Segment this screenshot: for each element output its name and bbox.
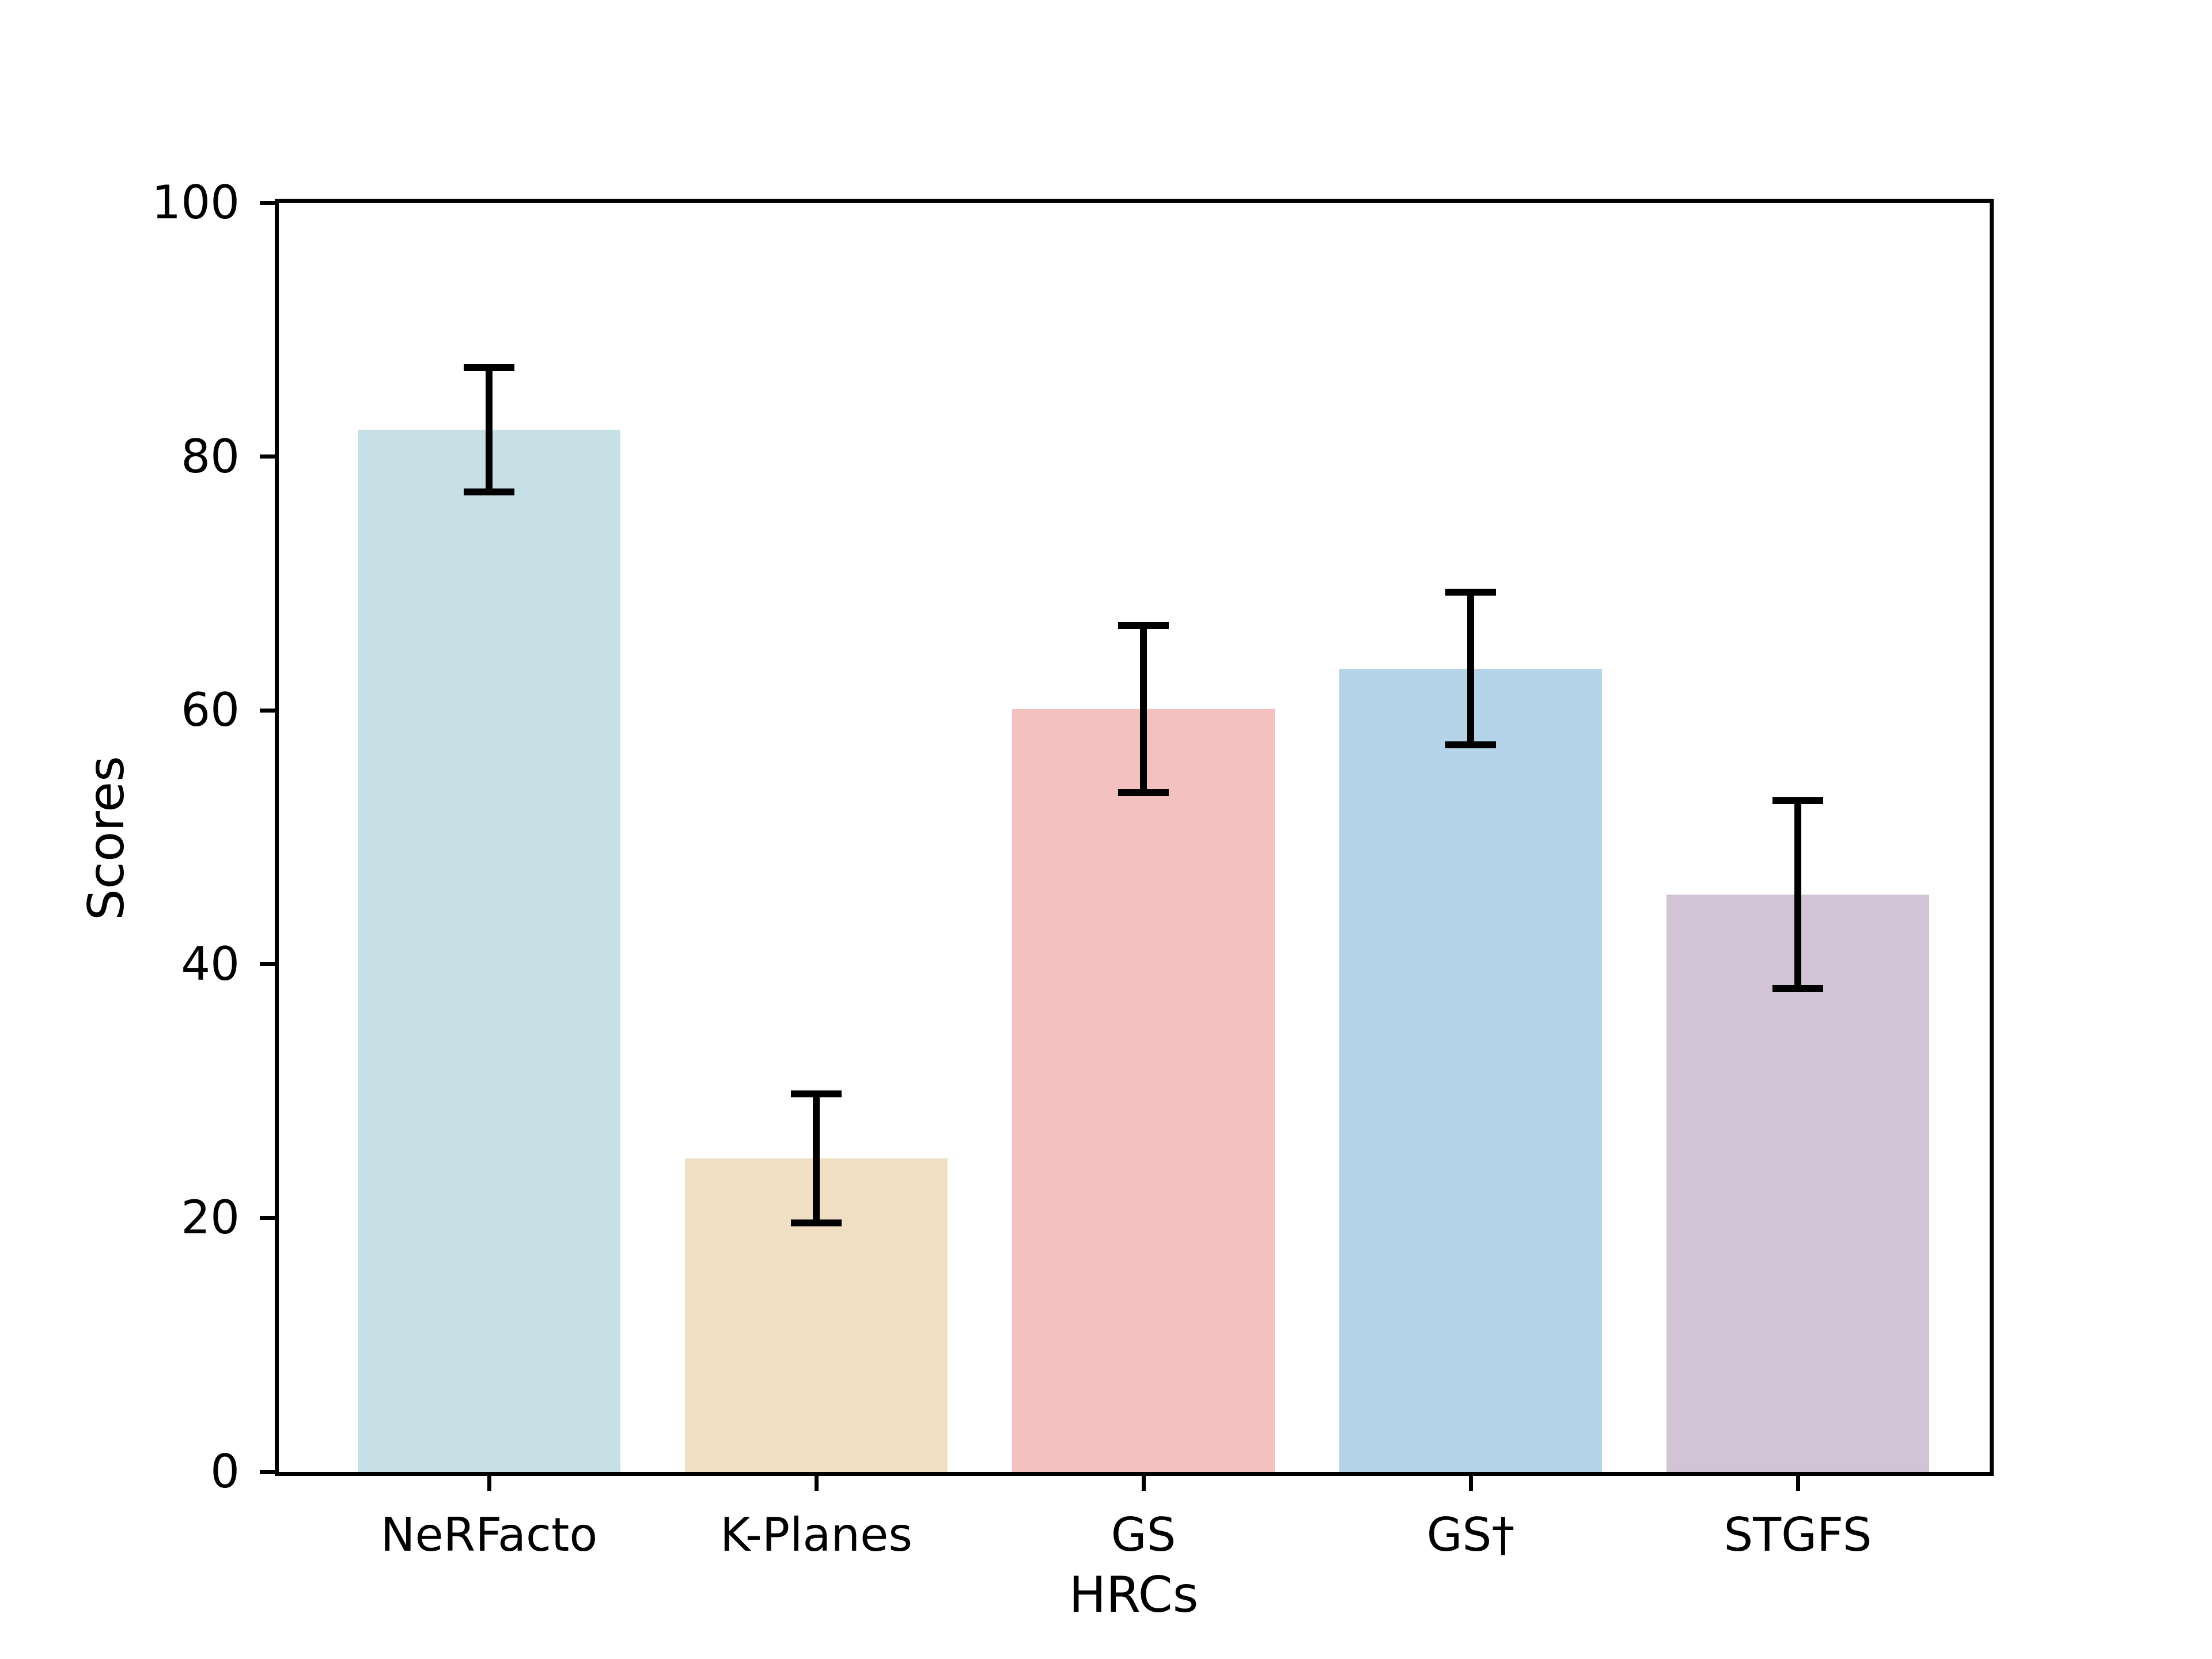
x-tick-label-nerfacto: NeRFacto bbox=[380, 1508, 598, 1562]
bar-gs bbox=[1339, 668, 1602, 1472]
x-tick-nerfacto bbox=[487, 1476, 491, 1491]
x-axis-label: HRCs bbox=[1069, 1566, 1199, 1624]
x-tick-label-stgfs: STGFS bbox=[1724, 1508, 1872, 1562]
y-axis-label: Scores bbox=[78, 756, 135, 921]
y-tick-0 bbox=[260, 1469, 275, 1474]
error-cap-bottom-gs bbox=[1445, 741, 1496, 748]
y-tick-label-40: 40 bbox=[181, 937, 240, 991]
y-tick-label-20: 20 bbox=[181, 1191, 240, 1245]
plot-inner-area bbox=[279, 203, 1990, 1472]
error-bar-k-planes bbox=[813, 1093, 820, 1224]
x-tick-gs bbox=[1141, 1476, 1146, 1491]
error-cap-top-nerfacto bbox=[464, 364, 514, 372]
y-tick-label-80: 80 bbox=[181, 429, 240, 483]
error-cap-top-gs bbox=[1445, 589, 1496, 596]
error-bar-gs bbox=[1140, 625, 1147, 793]
error-cap-top-stgfs bbox=[1772, 797, 1823, 804]
x-tick-k-planes bbox=[814, 1476, 819, 1491]
error-bar-gs bbox=[1467, 592, 1474, 745]
y-tick-label-100: 100 bbox=[151, 176, 240, 229]
bar-gs bbox=[1012, 709, 1275, 1472]
x-tick-gs bbox=[1468, 1476, 1473, 1491]
error-bar-stgfs bbox=[1794, 800, 1801, 988]
y-tick-100 bbox=[260, 200, 275, 205]
x-tick-label-k-planes: K-Planes bbox=[719, 1508, 913, 1562]
bar-nerfacto bbox=[358, 430, 620, 1472]
x-tick-label-gs: GS† bbox=[1426, 1508, 1515, 1562]
y-tick-40 bbox=[260, 962, 275, 967]
plot-area bbox=[275, 199, 1994, 1476]
error-bar-nerfacto bbox=[486, 368, 493, 493]
error-cap-top-gs bbox=[1118, 622, 1169, 629]
y-tick-label-60: 60 bbox=[181, 683, 240, 737]
error-cap-bottom-nerfacto bbox=[464, 488, 514, 496]
error-cap-bottom-stgfs bbox=[1772, 984, 1823, 992]
error-cap-bottom-gs bbox=[1118, 789, 1169, 797]
error-cap-bottom-k-planes bbox=[791, 1219, 842, 1227]
y-tick-60 bbox=[260, 708, 275, 713]
x-tick-stgfs bbox=[1796, 1476, 1800, 1491]
y-tick-20 bbox=[260, 1215, 275, 1220]
error-cap-top-k-planes bbox=[791, 1090, 842, 1097]
x-tick-label-gs: GS bbox=[1111, 1508, 1176, 1562]
y-tick-label-0: 0 bbox=[210, 1445, 240, 1498]
y-tick-80 bbox=[260, 454, 275, 459]
